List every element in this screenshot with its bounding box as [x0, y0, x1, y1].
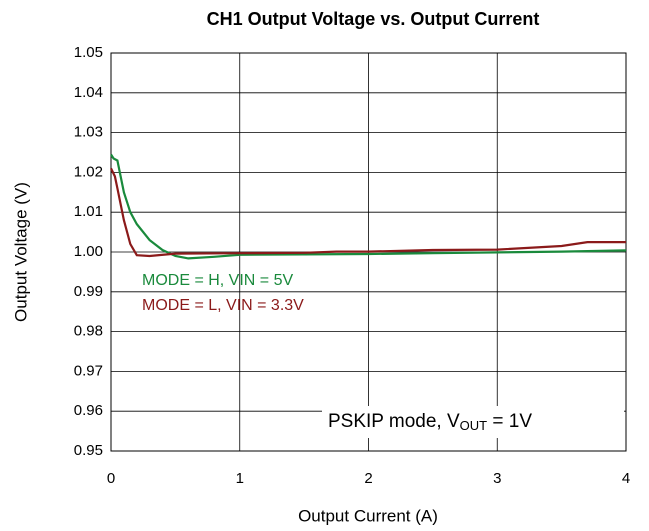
y-tick-label: 0.96	[74, 402, 103, 419]
y-tick-label: 0.98	[74, 323, 103, 340]
y-tick-label: 1.04	[74, 84, 103, 101]
annotation-part: OUT	[460, 418, 488, 433]
y-tick-label: 0.95	[74, 442, 103, 459]
annotation: PSKIP mode, VOUT = 1V	[328, 411, 532, 433]
y-tick-label: 1.01	[74, 203, 103, 220]
annotation-part: PSKIP mode, V	[328, 411, 460, 432]
series-line	[110, 167, 626, 258]
x-tick-label: 4	[622, 470, 630, 487]
x-tick-label: 3	[493, 470, 501, 487]
annotation-part: = 1V	[487, 411, 532, 432]
series-line	[110, 153, 627, 260]
y-tick-label: 0.97	[74, 362, 103, 379]
legend-entry: MODE = H, VIN = 5V	[142, 272, 293, 289]
x-tick-label: 0	[107, 470, 115, 487]
y-axis-label: Output Voltage (V)	[11, 182, 30, 322]
y-tick-label: 1.03	[74, 124, 103, 141]
x-tick-label: 1	[236, 470, 244, 487]
y-tick-label: 1.02	[74, 163, 103, 180]
annotation-box	[322, 406, 624, 438]
chart-title: CH1 Output Voltage vs. Output Current	[207, 9, 540, 29]
y-tick-label: 1.00	[74, 243, 103, 260]
y-tick-label: 1.05	[74, 44, 103, 61]
legend-entry: MODE = L, VIN = 3.3V	[142, 297, 304, 314]
x-axis-label: Output Current (A)	[298, 506, 438, 525]
y-tick-label: 0.99	[74, 283, 103, 300]
x-tick-label: 2	[364, 470, 372, 487]
